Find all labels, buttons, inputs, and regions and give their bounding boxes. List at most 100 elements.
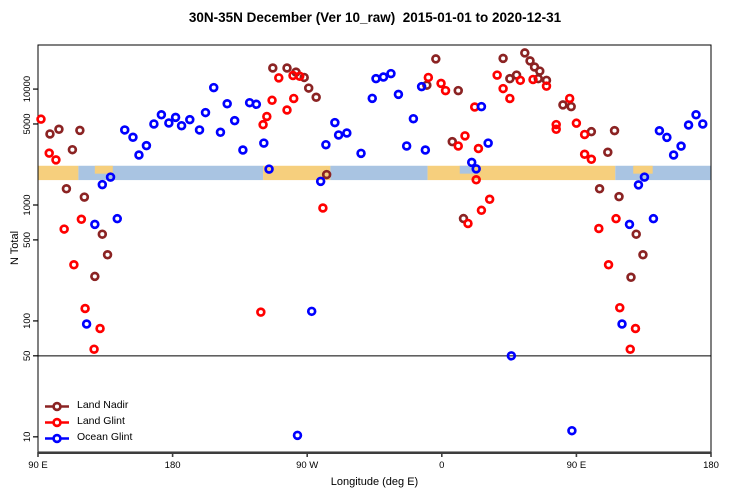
data-point-land-glint [611,213,621,224]
y-tick-label: 5000 [22,113,33,134]
data-point-land-nadir [566,101,576,112]
band-segment-land [263,165,331,181]
data-point-land-nadir [535,66,545,76]
data-point-land-glint [267,95,277,106]
data-point-land-glint [579,149,590,160]
x-tick-label: 180 [165,460,181,471]
data-point-land-glint [460,131,470,141]
data-point-land-glint [541,81,552,91]
data-point-land-nadir [90,271,100,282]
data-point-land-glint [586,154,597,165]
data-point-ocean-glint [97,179,108,190]
legend: Land Nadir Land Glint Ocean Glint [44,398,132,445]
data-point-land-nadir [97,229,108,239]
data-point-land-nadir [594,184,605,194]
data-point-land-nadir [311,92,321,103]
data-point-ocean-glint [648,213,659,224]
data-point-land-nadir [505,73,515,84]
data-point-ocean-glint [81,319,92,329]
data-point-ocean-glint [483,138,493,148]
data-point-ocean-glint [356,148,366,159]
data-point-ocean-glint [401,141,412,151]
data-point-land-glint [463,218,473,229]
band-patch-land [94,165,113,174]
data-point-land-glint [615,302,625,313]
data-point-ocean-glint [264,164,274,174]
land-nadir-circle-line-icon [45,401,69,411]
data-point-land-nadir [525,56,535,66]
band-segment-ocean [615,165,711,181]
y-axis-title: N Total [9,230,21,266]
ocean-glint-circle-line-icon [45,433,69,443]
data-point-ocean-glint [176,120,187,131]
data-point-ocean-glint [194,125,205,135]
legend-label: Land Glint [77,415,125,427]
legend-circle [52,433,62,443]
data-point-ocean-glint [506,351,517,361]
band-segment-land [427,165,616,181]
data-point-ocean-glint [330,117,340,128]
data-point-land-nadir [631,229,641,239]
data-point-ocean-glint [408,113,419,124]
data-point-land-nadir [282,63,292,73]
data-point-ocean-glint [471,164,481,174]
data-point-ocean-glint [200,107,211,118]
data-point-land-glint [484,194,495,205]
data-point-land-nadir [303,83,314,93]
data-point-land-glint [256,307,266,317]
data-point-ocean-glint [156,110,167,120]
data-point-land-glint [274,73,284,83]
data-point-land-glint [492,70,502,80]
data-point-land-glint [436,78,446,89]
data-point-ocean-glint [185,114,195,125]
data-point-ocean-glint [633,180,644,190]
data-point-land-glint [36,114,46,124]
data-point-ocean-glint [567,425,577,436]
data-point-ocean-glint [208,82,219,93]
data-point-land-glint [603,260,614,270]
data-point-land-nadir [45,129,55,139]
data-point-land-glint [453,141,464,151]
data-point-ocean-glint [371,73,381,84]
data-point-ocean-glint [624,219,635,230]
band-segment-ocean [78,165,264,181]
data-point-ocean-glint [476,101,487,112]
legend-circle [52,417,62,427]
data-point-land-nadir [54,124,64,135]
data-point-land-glint [95,323,105,334]
band-segment-land [38,165,79,181]
data-point-land-nadir [498,53,508,64]
data-point-ocean-glint [698,119,708,129]
band-patch-ocean [459,165,475,174]
data-point-ocean-glint [617,319,627,329]
data-point-land-glint [505,93,515,104]
x-tick-label: 90 W [296,460,318,471]
data-point-land-glint [423,72,434,83]
data-point-land-glint [471,175,481,185]
data-point-land-nadir [614,191,624,202]
data-point-ocean-glint [105,172,116,182]
legend-label: Ocean Glint [77,431,133,443]
data-point-ocean-glint [222,99,232,109]
data-point-land-glint [288,93,299,104]
data-point-land-glint [630,323,641,334]
x-axis-title: Longitude (deg E) [330,476,419,488]
x-tick-label: 90 E [567,460,587,471]
data-point-land-nadir [431,54,441,64]
data-point-ocean-glint [315,176,326,187]
data-point-land-nadir [102,250,113,260]
data-point-land-glint [551,119,561,130]
data-point-ocean-glint [662,132,672,143]
plot-frame [37,44,712,453]
data-point-land-nadir [299,72,309,83]
data-point-ocean-glint [416,81,427,92]
band-segment-ocean [330,165,428,181]
legend-row-land-glint: Land Glint [44,414,132,429]
y-tick-label: 500 [22,232,33,248]
data-point-land-glint [44,148,54,158]
data-point-ocean-glint [420,145,431,155]
legend-row-ocean-glint: Ocean Glint [44,430,132,445]
data-point-ocean-glint [134,150,144,160]
